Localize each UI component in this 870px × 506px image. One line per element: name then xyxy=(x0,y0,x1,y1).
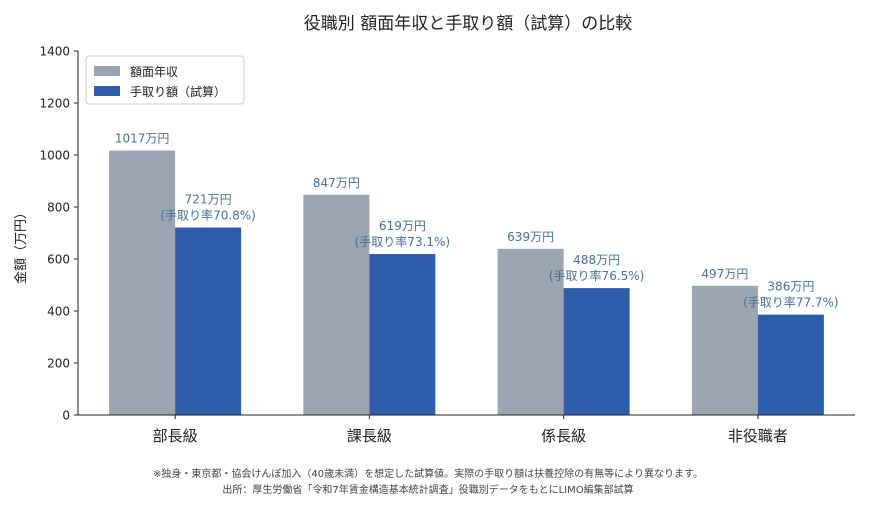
bar xyxy=(563,288,630,415)
bar xyxy=(109,150,176,415)
y-axis-label: 金額（万円） xyxy=(13,206,29,284)
x-tick-label: 係長級 xyxy=(541,427,586,445)
data-label: 497万円 xyxy=(701,267,748,281)
rate-label: (手取り率70.8%) xyxy=(160,208,256,223)
y-tick-label: 1200 xyxy=(39,97,70,111)
bar xyxy=(303,194,370,415)
data-label: 639万円 xyxy=(507,230,554,244)
rate-label: (手取り率77.7%) xyxy=(743,295,839,310)
rate-label: (手取り率76.5%) xyxy=(549,268,645,283)
bar xyxy=(757,314,824,415)
legend-swatch xyxy=(94,66,120,76)
bar xyxy=(175,227,242,415)
y-tick-label: 400 xyxy=(47,305,70,319)
data-label: 721万円 xyxy=(185,193,232,207)
bar xyxy=(369,254,436,415)
data-label: 488万円 xyxy=(573,253,620,267)
bar xyxy=(691,285,758,415)
x-tick-label: 課長級 xyxy=(347,427,392,445)
data-label: 619万円 xyxy=(379,219,426,233)
data-label: 386万円 xyxy=(767,280,814,294)
rate-label: (手取り率73.1%) xyxy=(355,234,451,249)
footnote: ※独身・東京都・協会けんぽ加入（40歳未満）を想定した試算値。実際の手取り額は扶… xyxy=(153,467,703,480)
y-tick-label: 800 xyxy=(47,201,70,215)
x-tick-label: 非役職者 xyxy=(728,427,788,445)
y-tick-label: 600 xyxy=(47,253,70,267)
y-tick-label: 1000 xyxy=(39,149,70,163)
legend-label: 手取り額（試算） xyxy=(130,84,226,99)
bar xyxy=(497,248,564,415)
legend-label: 額面年収 xyxy=(130,65,178,79)
y-tick-label: 1400 xyxy=(39,45,70,59)
data-label: 847万円 xyxy=(313,176,360,190)
y-tick-label: 0 xyxy=(62,409,70,423)
legend-box xyxy=(85,55,245,105)
chart-title: 役職別 額面年収と手取り額（試算）の比較 xyxy=(304,14,632,34)
data-label: 1017万円 xyxy=(115,132,170,146)
source-note: 出所：厚生労働省「令和7年賃金構造基本統計調査」役職別データをもとにLIMO編集… xyxy=(222,483,633,496)
legend-swatch xyxy=(94,86,120,96)
y-tick-label: 200 xyxy=(47,357,70,371)
x-tick-label: 部長級 xyxy=(153,427,198,445)
